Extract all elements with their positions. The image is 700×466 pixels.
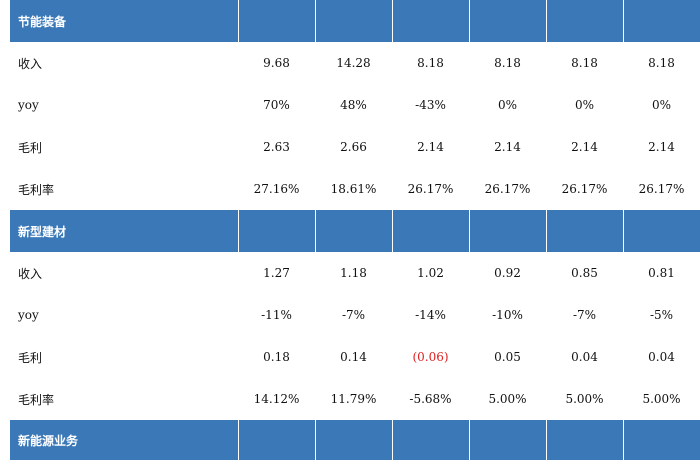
cell-value: -7% — [572, 308, 597, 322]
cell-value: -10% — [492, 308, 523, 322]
cell-value: -11% — [261, 308, 292, 322]
cell-value: 2.14 — [571, 140, 598, 154]
cell-value: -5.68% — [409, 392, 452, 406]
cell-value: 9.68 — [263, 56, 290, 70]
row-label: 收入 — [18, 56, 43, 71]
cell-value: -5% — [649, 308, 674, 322]
cell-value: 2.66 — [340, 140, 367, 154]
cell-value-negative: (0.06) — [412, 350, 449, 364]
cell-value: 0.04 — [571, 350, 598, 364]
table-row: 收入 9.68 14.28 8.18 8.18 8.18 8.18 — [10, 42, 700, 84]
table-row: 收入 1.27 1.18 1.02 0.92 0.85 0.81 — [10, 252, 700, 294]
cell-value: 0.05 — [494, 350, 521, 364]
cell-value: 0.85 — [571, 266, 598, 280]
section-title: 新能源业务 — [10, 420, 238, 460]
cell-value: 11.79% — [330, 392, 377, 406]
cell-value: 5.00% — [642, 392, 681, 406]
cell-value: 1.27 — [263, 266, 290, 280]
cell-value: 8.18 — [571, 56, 598, 70]
cell-value: 0.04 — [648, 350, 675, 364]
cell-value: 0% — [574, 98, 595, 112]
table-row: 毛利 0.18 0.14 (0.06) 0.05 0.04 0.04 — [10, 336, 700, 378]
cell-value: 2.14 — [417, 140, 444, 154]
cell-value: 0% — [497, 98, 518, 112]
row-label: 毛利 — [18, 140, 43, 155]
cell-value: 14.28 — [336, 56, 371, 70]
table-row: yoy -11% -7% -14% -10% -7% -5% — [10, 294, 700, 336]
cell-value: 2.14 — [494, 140, 521, 154]
row-label: yoy — [18, 308, 39, 322]
cell-value: 70% — [263, 98, 290, 112]
cell-value: 2.63 — [263, 140, 290, 154]
cell-value: 48% — [340, 98, 367, 112]
row-label: 毛利 — [18, 350, 43, 365]
table-row: 毛利率 14.12% 11.79% -5.68% 5.00% 5.00% 5.0… — [10, 378, 700, 420]
row-label: 收入 — [18, 266, 43, 281]
cell-value: 0.14 — [340, 350, 367, 364]
row-label: 毛利率 — [18, 392, 55, 407]
section-title: 新型建材 — [10, 210, 238, 252]
row-label: 毛利率 — [18, 182, 55, 197]
section-title: 节能装备 — [10, 0, 238, 42]
cell-value: 26.17% — [561, 182, 608, 196]
cell-value: 26.17% — [407, 182, 454, 196]
cell-value: 1.02 — [417, 266, 444, 280]
cell-value: 0.92 — [494, 266, 521, 280]
cell-value: 0.81 — [648, 266, 675, 280]
cell-value: -43% — [415, 98, 446, 112]
section-header-new-building-materials: 新型建材 — [10, 210, 700, 252]
cell-value: 5.00% — [488, 392, 527, 406]
cell-value: 26.17% — [484, 182, 531, 196]
cell-value: 1.18 — [340, 266, 367, 280]
table-row: yoy 70% 48% -43% 0% 0% 0% — [10, 84, 700, 126]
cell-value: 8.18 — [417, 56, 444, 70]
cell-value: 8.18 — [648, 56, 675, 70]
cell-value: 0% — [651, 98, 672, 112]
table-row: 毛利 2.63 2.66 2.14 2.14 2.14 2.14 — [10, 126, 700, 168]
cell-value: 14.12% — [253, 392, 300, 406]
section-header-energy-saving: 节能装备 — [10, 0, 700, 42]
cell-value: 8.18 — [494, 56, 521, 70]
section-header-new-energy: 新能源业务 — [10, 420, 700, 460]
financial-table: 节能装备 收入 9.68 14.28 8.18 8.18 8.18 8.18 y… — [10, 0, 700, 460]
table-row: 毛利率 27.16% 18.61% 26.17% 26.17% 26.17% 2… — [10, 168, 700, 210]
cell-value: 2.14 — [648, 140, 675, 154]
cell-value: 0.18 — [263, 350, 290, 364]
cell-value: -14% — [415, 308, 446, 322]
cell-value: 26.17% — [638, 182, 685, 196]
cell-value: 18.61% — [330, 182, 377, 196]
cell-value: 5.00% — [565, 392, 604, 406]
cell-value: -7% — [341, 308, 366, 322]
row-label: yoy — [18, 98, 39, 112]
cell-value: 27.16% — [253, 182, 300, 196]
